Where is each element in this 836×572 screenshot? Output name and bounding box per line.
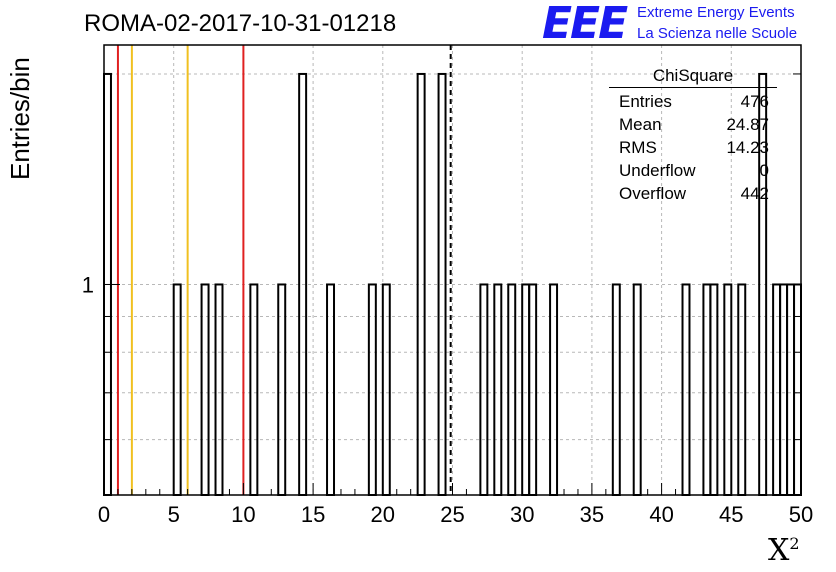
stats-title: ChiSquare <box>609 66 777 88</box>
y-axis-label: Entries/bin <box>5 57 35 180</box>
stats-row-underflow: Underflow 0 <box>619 161 769 180</box>
run-title: ROMA-02-2017-10-31-01218 <box>84 10 397 37</box>
stats-row-mean: Mean 24.87 <box>619 115 769 134</box>
x-tick-label: 35 <box>580 502 604 527</box>
stats-row-rms: RMS 14.23 <box>619 138 769 157</box>
x-tick-label: 50 <box>789 502 813 527</box>
x-tick-label: 0 <box>98 502 110 527</box>
x-tick-label: 30 <box>510 502 534 527</box>
x-tick-label: 10 <box>231 502 255 527</box>
x-axis-label: X2 <box>768 533 800 568</box>
logo-line-2: La Scienza nelle Scuole <box>637 25 798 42</box>
x-tick-label: 5 <box>168 502 180 527</box>
y-tick-label: 1 <box>82 272 94 297</box>
x-tick-label: 20 <box>371 502 395 527</box>
x-tick-label: 25 <box>440 502 464 527</box>
x-tick-label: 45 <box>719 502 743 527</box>
logo-line-1: Extreme Energy Events <box>637 4 795 21</box>
stats-row-overflow: Overflow 442 <box>619 184 769 203</box>
eee-logo: EEE <box>542 0 628 49</box>
x-tick-label: 15 <box>301 502 325 527</box>
x-tick-label: 40 <box>649 502 673 527</box>
stats-row-entries: Entries 476 <box>619 92 769 111</box>
stats-box: ChiSquare Entries 476 Mean 24.87 RMS 14.23 … <box>609 66 777 205</box>
